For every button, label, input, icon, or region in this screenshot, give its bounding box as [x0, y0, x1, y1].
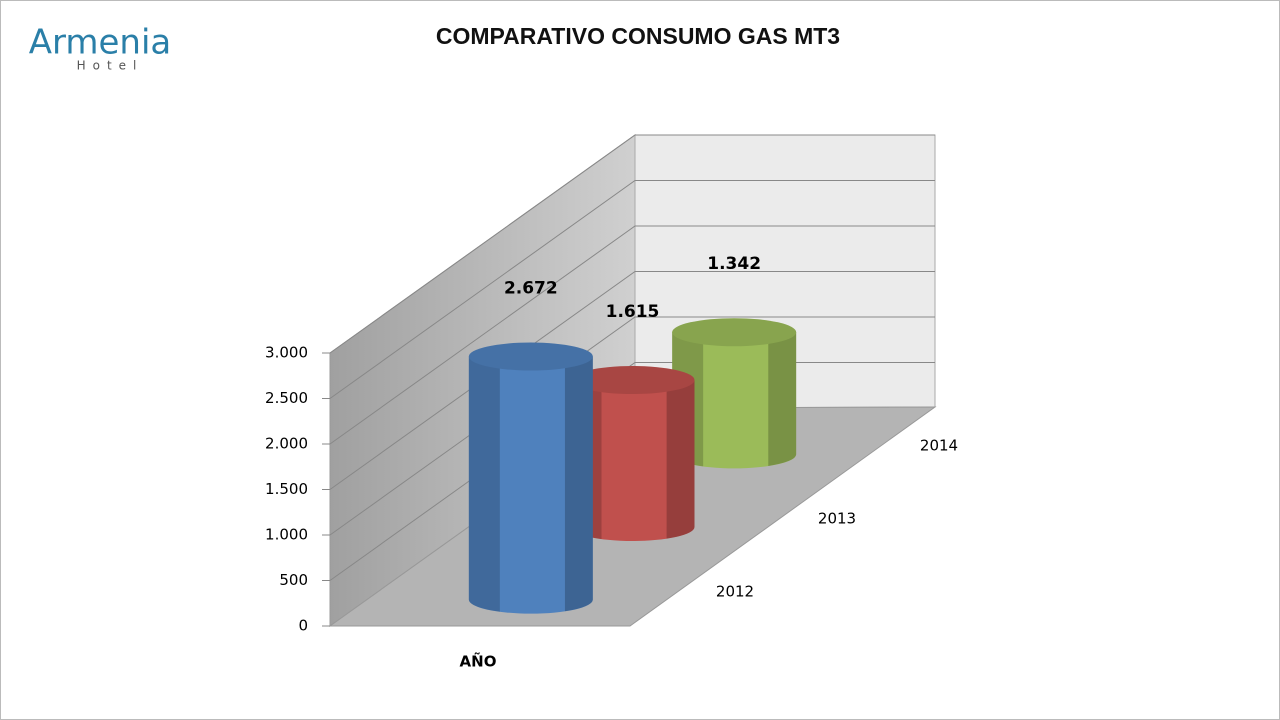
cylinder-top-shade [468, 342, 593, 371]
cylinder-top [570, 366, 695, 395]
y-tick-label: 500 [279, 571, 308, 589]
y-tick-label: 0 [298, 617, 308, 635]
y-tick-label: 2.500 [265, 389, 308, 407]
cylinder-shade [468, 356, 500, 612]
cylinder-shade [564, 356, 593, 612]
y-tick-label: 1.500 [265, 480, 308, 498]
cylinder-shade [666, 380, 695, 539]
grid-line [329, 316, 935, 536]
grid-line [329, 271, 935, 490]
cylinder-top-shade [672, 318, 797, 347]
grid-line [329, 225, 935, 445]
x-tick-label: AÑO [460, 652, 497, 671]
logo-name: Armenia [29, 23, 172, 63]
value-label: 2.672 [504, 279, 558, 299]
grid-line [329, 362, 935, 581]
depth-label: 2014 [920, 437, 958, 455]
cylinder-body [672, 332, 797, 469]
grid-line [329, 180, 935, 399]
cylinder-top [468, 342, 593, 371]
value-label: 1.342 [707, 254, 761, 274]
logo-sub: Hotel [77, 59, 144, 73]
cylinder-shade [768, 332, 797, 466]
cylinder-top-shade [570, 366, 695, 395]
y-tick-label: 3.000 [265, 344, 308, 362]
cylinder-top [672, 318, 797, 347]
cylinder-body [468, 356, 593, 614]
value-label: 1.615 [606, 302, 660, 322]
depth-label: 2013 [818, 510, 856, 528]
y-tick-label: 2.000 [265, 435, 308, 453]
cylinder [468, 342, 593, 614]
depth-label: 2012 [716, 583, 754, 601]
chart-title: COMPARATIVO CONSUMO GAS MT3 [436, 23, 840, 49]
cylinder-body [570, 380, 695, 542]
grid-line [329, 134, 935, 354]
y-tick-label: 1.000 [265, 526, 308, 544]
